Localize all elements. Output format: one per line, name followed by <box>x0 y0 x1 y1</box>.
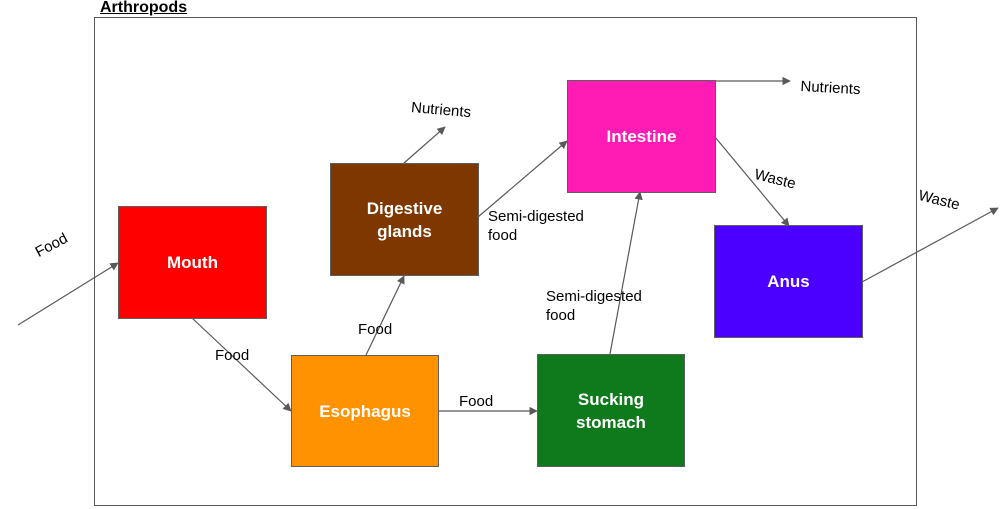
label-stomach-to-intestine: Semi-digested food <box>546 287 642 325</box>
label-glands-to-intestine-line2: food <box>488 227 518 244</box>
anus-box: Anus <box>714 225 863 338</box>
mouth-label: Mouth <box>167 253 218 272</box>
label-glands-to-intestine-line1: Semi-digested <box>488 208 584 225</box>
arrow-esophagus-to-glands <box>365 275 405 356</box>
arrow-anus-waste <box>861 207 999 283</box>
label-glands-to-intestine: Semi-digested food <box>488 207 584 245</box>
arrow-stomach-to-intestine <box>609 191 643 355</box>
esophagus-label: Esophagus <box>319 401 411 421</box>
label-esophagus-to-stomach: Food <box>459 393 494 410</box>
label-intestine-nutrients: Nutrients <box>800 77 861 99</box>
label-stomach-to-intestine-line2: food <box>546 307 576 324</box>
label-esophagus-to-glands: Food <box>358 321 393 338</box>
digestive-glands-box: Digestive glands <box>330 163 479 276</box>
sucking-stomach-box: Sucking stomach <box>537 354 685 467</box>
arrow-glands-to-intestine <box>477 140 568 218</box>
esophagus-box: Esophagus <box>291 355 439 467</box>
intestine-box: Intestine <box>567 80 716 193</box>
digestive-glands-label-line2: glands <box>377 221 432 241</box>
arrow-glands-nutrients <box>403 126 446 164</box>
arrow-intestine-to-anus <box>714 136 790 227</box>
sucking-stomach-label-line2: stomach <box>576 412 646 432</box>
label-stomach-to-intestine-line1: Semi-digested <box>546 288 642 305</box>
arrow-mouth-to-esophagus <box>191 317 292 412</box>
mouth-box: Mouth <box>118 206 267 319</box>
label-mouth-to-esophagus: Food <box>215 347 250 364</box>
diagram-title: Arthropods <box>100 0 188 16</box>
digestive-glands-label-line1: Digestive <box>366 198 443 218</box>
sucking-stomach-label-line1: Sucking <box>577 389 645 409</box>
intestine-label: Intestine <box>606 127 677 146</box>
anus-label: Anus <box>767 272 810 291</box>
diagram-frame <box>94 17 917 506</box>
arrow-food-in <box>17 262 119 326</box>
